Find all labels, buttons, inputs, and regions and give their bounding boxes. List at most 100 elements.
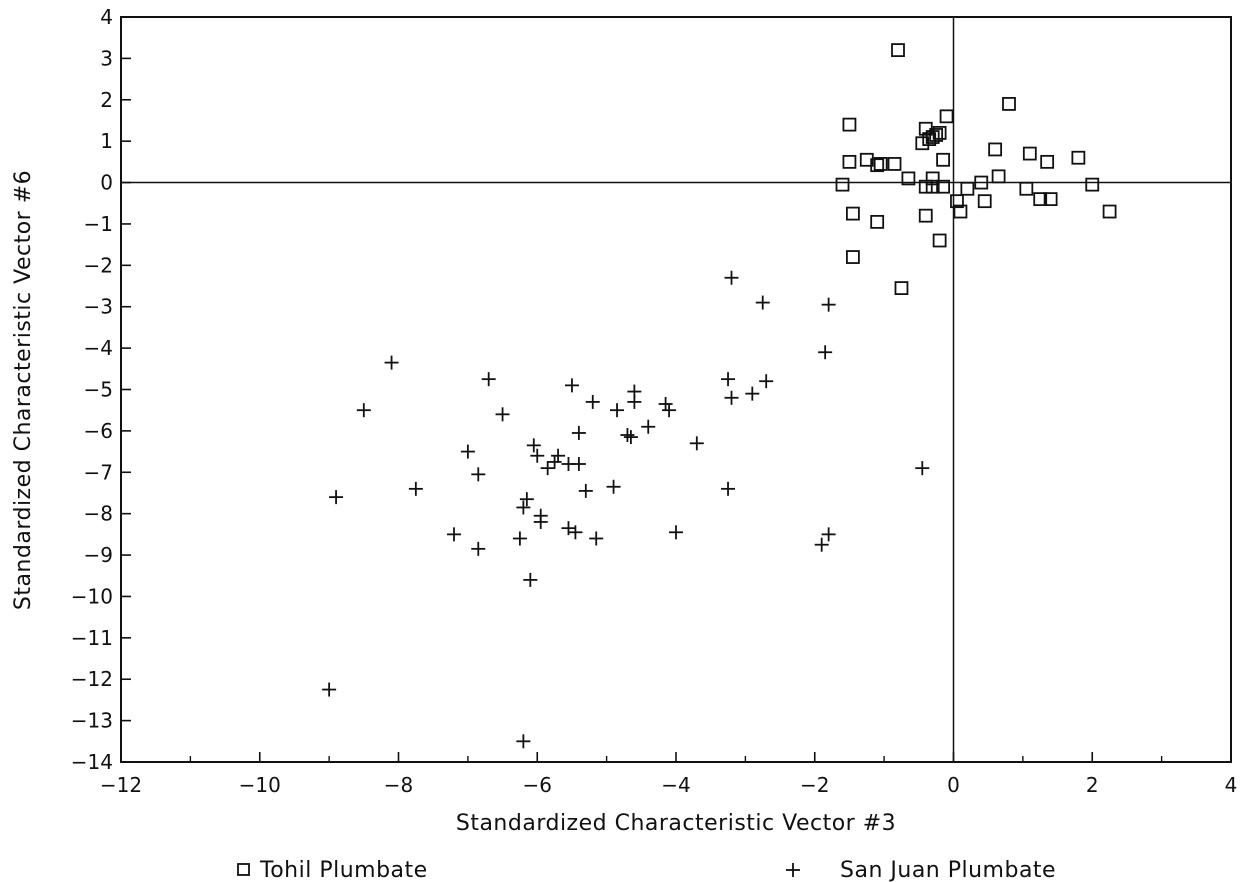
tohil-point bbox=[870, 158, 885, 173]
sanjuan-point bbox=[447, 527, 461, 542]
y-tick-label: 4 bbox=[100, 5, 113, 29]
y-tick-label: −13 bbox=[71, 709, 113, 733]
sanjuan-point bbox=[516, 500, 531, 515]
tohil-point bbox=[974, 175, 989, 190]
tohil-point bbox=[1085, 177, 1100, 192]
tohil-point bbox=[936, 179, 950, 194]
sanjuan-point bbox=[471, 467, 486, 482]
y-tick-label: −7 bbox=[84, 460, 113, 484]
x-tick-label: 0 bbox=[947, 773, 960, 797]
tohil-point bbox=[915, 136, 930, 151]
x-tick-label: −12 bbox=[100, 773, 142, 797]
sanjuan-point bbox=[589, 531, 604, 546]
reference-lines bbox=[121, 17, 1231, 762]
tohil-point bbox=[842, 154, 857, 169]
y-tick-label: −11 bbox=[71, 626, 113, 650]
sanjuan-point bbox=[533, 514, 548, 529]
sanjuan-point bbox=[814, 537, 829, 552]
tohil-point bbox=[870, 214, 885, 229]
sanjuan-point bbox=[384, 355, 399, 370]
tohil-point bbox=[1022, 146, 1037, 161]
tohil-point bbox=[977, 194, 992, 209]
sanjuan-point bbox=[724, 390, 739, 405]
sanjuan-point bbox=[662, 403, 677, 418]
sanjuan-point bbox=[564, 378, 579, 393]
sanjuan-point bbox=[818, 345, 833, 360]
sanjuan-point bbox=[568, 525, 583, 540]
x-tick-label: 4 bbox=[1225, 773, 1238, 797]
y-tick-label: 1 bbox=[100, 129, 113, 153]
tohil-point bbox=[835, 177, 850, 192]
x-axis-title: Standardized Characteristic Vector #3 bbox=[456, 811, 896, 836]
tohil-point bbox=[1033, 192, 1048, 207]
sanjuan-point bbox=[755, 295, 770, 310]
tohil-point bbox=[988, 142, 1003, 157]
y-tick-label: 3 bbox=[100, 46, 113, 70]
sanjuan-point bbox=[460, 444, 475, 459]
sanjuan-point bbox=[641, 419, 656, 434]
tohil-point bbox=[901, 171, 916, 186]
tohil-point bbox=[929, 128, 944, 142]
x-tick-label: −8 bbox=[384, 773, 413, 797]
y-tick-label: −5 bbox=[84, 378, 113, 402]
sanjuan-point bbox=[721, 372, 736, 387]
sanjuan-point bbox=[530, 448, 545, 463]
y-tick-label: −9 bbox=[84, 543, 113, 567]
sanjuan-point bbox=[516, 734, 531, 749]
tohil-point bbox=[873, 157, 888, 171]
y-tick-label: 0 bbox=[100, 171, 113, 195]
sanjuan-point bbox=[585, 394, 600, 409]
x-tick-label: −6 bbox=[523, 773, 552, 797]
sanjuan-point bbox=[519, 492, 534, 507]
sanjuan-point bbox=[745, 386, 760, 401]
tohil-point bbox=[932, 233, 947, 248]
tohil-point bbox=[950, 194, 964, 209]
points-layer bbox=[322, 43, 1117, 749]
plot-frame bbox=[120, 16, 1232, 763]
tohil-point bbox=[960, 181, 975, 196]
sanjuan-point bbox=[512, 531, 527, 546]
sanjuan-point bbox=[915, 461, 930, 476]
y-tick-label: −14 bbox=[71, 750, 113, 774]
sanjuan-point bbox=[689, 436, 704, 451]
sanjuan-point bbox=[759, 374, 774, 389]
sanjuan-point bbox=[821, 297, 836, 312]
sanjuan-point bbox=[721, 481, 736, 496]
tohil-point bbox=[887, 157, 902, 171]
x-tick-label: −10 bbox=[239, 773, 281, 797]
tohil-point bbox=[936, 152, 950, 167]
sanjuan-point bbox=[481, 372, 496, 387]
sanjuan-point bbox=[329, 490, 344, 505]
sanjuan-point bbox=[495, 407, 510, 422]
sanjuan-point bbox=[526, 438, 541, 453]
sanjuan-point bbox=[623, 430, 638, 445]
legend-label-sanjuan: San Juan Plumbate bbox=[840, 858, 1056, 882]
legend-label-tohil: Tohil Plumbate bbox=[259, 858, 428, 882]
tohil-point bbox=[925, 171, 940, 186]
tohil-point bbox=[1019, 181, 1034, 196]
tohil-point bbox=[953, 204, 968, 219]
sanjuan-point bbox=[471, 541, 486, 556]
tohil-point bbox=[1040, 154, 1055, 169]
tohil-point bbox=[1071, 150, 1086, 165]
sanjuan-point bbox=[551, 448, 566, 463]
sanjuan-point bbox=[610, 403, 625, 418]
y-tick-label: −4 bbox=[84, 336, 113, 360]
tohil-point bbox=[894, 281, 909, 295]
ticks-layer: −12 −10 −8 −6 −4 −2 0 2 4 4 3 2 1 0 −1 −2 −3 −4 −5 −6 −7 −8 −9… bbox=[71, 5, 1238, 797]
y-tick-label: −10 bbox=[71, 584, 113, 608]
tohil-point bbox=[1002, 97, 1016, 111]
x-tick-label: 2 bbox=[1086, 773, 1099, 797]
tohil-point bbox=[918, 179, 933, 194]
x-tick-label: −2 bbox=[800, 773, 829, 797]
y-tick-label: 2 bbox=[100, 88, 113, 112]
sanjuan-point bbox=[540, 461, 555, 476]
sanjuan-point bbox=[578, 483, 593, 498]
sanjuan-point bbox=[571, 425, 586, 440]
tohil-point bbox=[842, 117, 857, 132]
sanjuan-point bbox=[669, 525, 683, 540]
y-axis-title: Standardized Characteristic Vector #6 bbox=[11, 170, 36, 610]
tohil-point bbox=[939, 109, 954, 124]
legend-marker-tohil bbox=[237, 863, 250, 876]
